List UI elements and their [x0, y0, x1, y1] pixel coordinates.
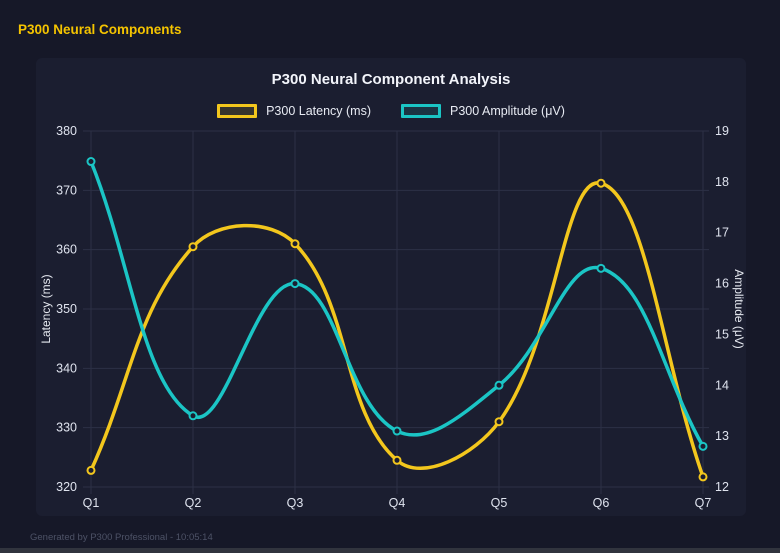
- left-axis-tick-label: 330: [56, 421, 77, 435]
- bottom-strip: [0, 548, 780, 553]
- latency-point-Q6[interactable]: [596, 178, 606, 188]
- latency-point-Q2[interactable]: [188, 242, 198, 252]
- x-axis-tick-label: Q3: [287, 496, 304, 510]
- latency-legend-swatch: [217, 104, 258, 118]
- amplitude-point-Q5[interactable]: [494, 380, 504, 390]
- left-axis-tick-label: 370: [56, 183, 77, 197]
- amplitude-point-Q6[interactable]: [596, 263, 606, 273]
- x-axis-tick-label: Q1: [83, 496, 100, 510]
- chart-card: 320 330 340 350 360 370 380 12 13 14 15 16 17 18 19 Q1 Q…: [36, 58, 746, 516]
- left-axis-tick-label: 350: [56, 302, 77, 316]
- latency-point-Q1[interactable]: [86, 465, 96, 475]
- x-axis-tick-label: Q2: [185, 496, 202, 510]
- latency-point-Q3[interactable]: [290, 239, 300, 249]
- amplitude-point-Q1[interactable]: [86, 157, 96, 167]
- x-axis-tick-label: Q4: [389, 496, 406, 510]
- amplitude-point-Q2[interactable]: [188, 411, 198, 421]
- right-axis-title: Amplitude (μV): [732, 269, 746, 349]
- amplitude-point-Q3[interactable]: [290, 279, 300, 289]
- amplitude-point-Q4[interactable]: [392, 426, 402, 436]
- amplitude-legend-swatch: [401, 104, 441, 118]
- chart-canvas: 320 330 340 350 360 370 380 12 13 14 15 16 17 18 19 Q1 Q…: [39, 124, 746, 510]
- left-axis-tick-label: 360: [56, 243, 77, 257]
- right-axis-tick-label: 15: [715, 327, 729, 341]
- left-axis-tick-label: 380: [56, 124, 77, 138]
- legend-item-amplitude[interactable]: P300 Amplitude (μV): [401, 104, 565, 118]
- chart-legend: P300 Latency (ms) P300 Amplitude (μV): [36, 104, 746, 118]
- left-axis-tick-label: 320: [56, 480, 77, 494]
- left-axis-tick-label: 340: [56, 361, 77, 375]
- legend-label-amplitude: P300 Amplitude (μV): [450, 104, 565, 118]
- latency-point-Q7[interactable]: [698, 472, 708, 482]
- right-axis-tick-label: 12: [715, 480, 729, 494]
- footer-text: Generated by P300 Professional - 10:05:1…: [30, 532, 213, 543]
- legend-item-latency[interactable]: P300 Latency (ms): [217, 104, 371, 118]
- x-axis-tick-label: Q5: [491, 496, 508, 510]
- right-axis-tick-label: 19: [715, 124, 729, 138]
- left-axis-title: Latency (ms): [39, 274, 53, 343]
- legend-label-latency: P300 Latency (ms): [266, 104, 371, 118]
- latency-point-Q4[interactable]: [392, 455, 402, 465]
- right-axis-tick-label: 14: [715, 378, 729, 392]
- right-axis-tick-label: 18: [715, 175, 729, 189]
- right-axis-tick-label: 13: [715, 429, 729, 443]
- page-title: P300 Neural Components: [18, 22, 182, 37]
- latency-point-Q5[interactable]: [494, 417, 504, 427]
- chart-title: P300 Neural Component Analysis: [271, 71, 511, 88]
- x-axis-tick-label: Q6: [593, 496, 610, 510]
- right-axis-tick-label: 16: [715, 277, 729, 291]
- x-axis-tick-label: Q7: [695, 496, 712, 510]
- amplitude-point-Q7[interactable]: [698, 441, 708, 451]
- right-axis-tick-label: 17: [715, 226, 729, 240]
